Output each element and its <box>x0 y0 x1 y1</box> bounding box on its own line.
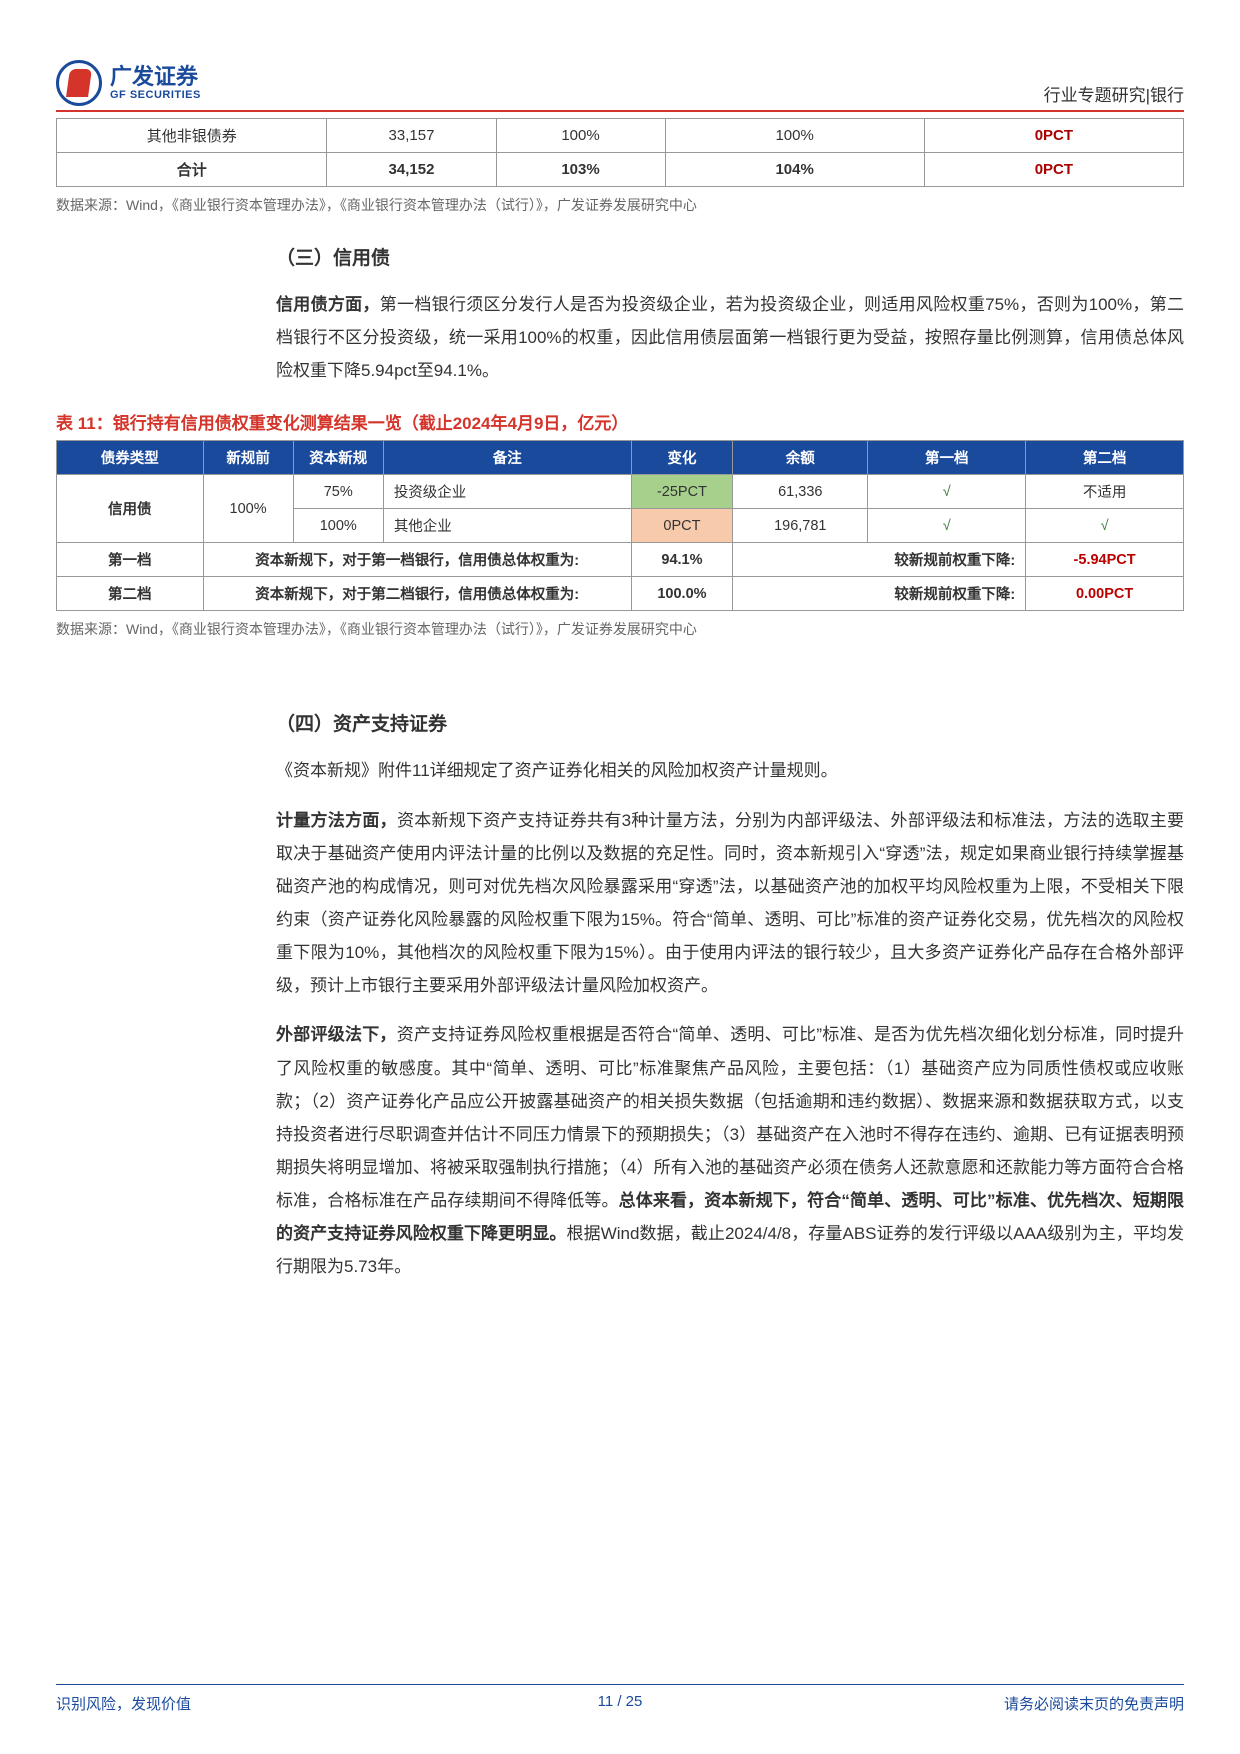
cell: 第一档 <box>57 543 204 577</box>
cell: 0PCT <box>924 153 1183 187</box>
cell: 33,157 <box>327 119 496 153</box>
cell: -25PCT <box>631 475 732 509</box>
para-lead: 外部评级法下， <box>276 1025 397 1044</box>
cell: 100.0% <box>631 577 732 611</box>
para-lead: 信用债方面， <box>276 295 380 314</box>
cell: 投资级企业 <box>383 475 631 509</box>
cell: 196,781 <box>733 509 868 543</box>
para-body: 第一档银行须区分发行人是否为投资级企业，若为投资级企业，则适用风险权重75%，否… <box>276 295 1184 380</box>
para-body-a: 资产支持证券风险权重根据是否符合“简单、透明、可比”标准、是否为优先档次细化划分… <box>276 1025 1184 1210</box>
cell: 103% <box>496 153 665 187</box>
logo-text-en: GF SECURITIES <box>110 89 201 101</box>
cell: 较新规前权重下降: <box>733 543 1026 577</box>
table-row: 其他非银债券 33,157 100% 100% 0PCT <box>57 119 1184 153</box>
footer-page-number: 11 / 25 <box>56 1693 1184 1710</box>
cell-check: √ <box>1026 509 1184 543</box>
section-3-para: 信用债方面，第一档银行须区分发行人是否为投资级企业，若为投资级企业，则适用风险权… <box>276 288 1184 387</box>
th: 变化 <box>631 441 732 475</box>
table-11-caption: 表 11：银行持有信用债权重变化测算结果一览（截止2024年4月9日，亿元） <box>56 409 1184 434</box>
cell: 61,336 <box>733 475 868 509</box>
cell: 100% <box>293 509 383 543</box>
table-row-total: 合计 34,152 103% 104% 0PCT <box>57 153 1184 187</box>
logo: 广发证券 GF SECURITIES <box>56 60 201 106</box>
logo-text-cn: 广发证券 <box>110 65 201 89</box>
cell: 资本新规下，对于第一档银行，信用债总体权重为: <box>203 543 631 577</box>
cell: 资本新规下，对于第二档银行，信用债总体权重为: <box>203 577 631 611</box>
para-lead: 计量方法方面， <box>276 811 397 830</box>
para-body: 资本新规下资产支持证券共有3种计量方法，分别为内部评级法、外部评级法和标准法，方… <box>276 811 1184 996</box>
cell: 第二档 <box>57 577 204 611</box>
cell: 94.1% <box>631 543 732 577</box>
cell: 0PCT <box>631 509 732 543</box>
cell: 其他企业 <box>383 509 631 543</box>
th: 债券类型 <box>57 441 204 475</box>
th: 第二档 <box>1026 441 1184 475</box>
cell: 较新规前权重下降: <box>733 577 1026 611</box>
cell: 34,152 <box>327 153 496 187</box>
table-header-row: 债券类型 新规前 资本新规 备注 变化 余额 第一档 第二档 <box>57 441 1184 475</box>
cell: 0.00PCT <box>1026 577 1184 611</box>
cell: 100% <box>665 119 924 153</box>
table-source: 数据来源：Wind，《商业银行资本管理办法》，《商业银行资本管理办法（试行）》，… <box>56 619 1184 639</box>
cell: 100% <box>496 119 665 153</box>
page-footer: 识别风险，发现价值 11 / 25 请务必阅读末页的免责声明 <box>56 1684 1184 1714</box>
table-11: 债券类型 新规前 资本新规 备注 变化 余额 第一档 第二档 信用债 100% … <box>56 440 1184 611</box>
section-4-p1: 《资本新规》附件11详细规定了资产证券化相关的风险加权资产计量规则。 <box>276 754 1184 787</box>
th: 资本新规 <box>293 441 383 475</box>
cell: 合计 <box>57 153 327 187</box>
table-source: 数据来源：Wind，《商业银行资本管理办法》，《商业银行资本管理办法（试行）》，… <box>56 195 1184 215</box>
th: 新规前 <box>203 441 293 475</box>
cell: 0PCT <box>924 119 1183 153</box>
cell: 信用债 <box>57 475 204 543</box>
table-row: 信用债 100% 75% 投资级企业 -25PCT 61,336 √ 不适用 <box>57 475 1184 509</box>
table-continuation: 其他非银债券 33,157 100% 100% 0PCT 合计 34,152 1… <box>56 118 1184 187</box>
cell-check: √ <box>868 475 1026 509</box>
cell-check: √ <box>868 509 1026 543</box>
th: 第一档 <box>868 441 1026 475</box>
section-4-p2: 计量方法方面，资本新规下资产支持证券共有3种计量方法，分别为内部评级法、外部评级… <box>276 804 1184 1003</box>
summary-row-1: 第一档 资本新规下，对于第一档银行，信用债总体权重为: 94.1% 较新规前权重… <box>57 543 1184 577</box>
cell: 不适用 <box>1026 475 1184 509</box>
cell: 100% <box>203 475 293 543</box>
th: 备注 <box>383 441 631 475</box>
summary-row-2: 第二档 资本新规下，对于第二档银行，信用债总体权重为: 100.0% 较新规前权… <box>57 577 1184 611</box>
section-4-p3: 外部评级法下，资产支持证券风险权重根据是否符合“简单、透明、可比”标准、是否为优… <box>276 1018 1184 1283</box>
section-4-title: （四）资产支持证券 <box>276 709 1184 736</box>
cell: 75% <box>293 475 383 509</box>
logo-icon <box>56 60 102 106</box>
th: 余额 <box>733 441 868 475</box>
header-category: 行业专题研究|银行 <box>1044 81 1184 106</box>
page-header: 广发证券 GF SECURITIES 行业专题研究|银行 <box>56 60 1184 112</box>
cell: 其他非银债券 <box>57 119 327 153</box>
cell: -5.94PCT <box>1026 543 1184 577</box>
section-3-title: （三）信用债 <box>276 243 1184 270</box>
cell: 104% <box>665 153 924 187</box>
